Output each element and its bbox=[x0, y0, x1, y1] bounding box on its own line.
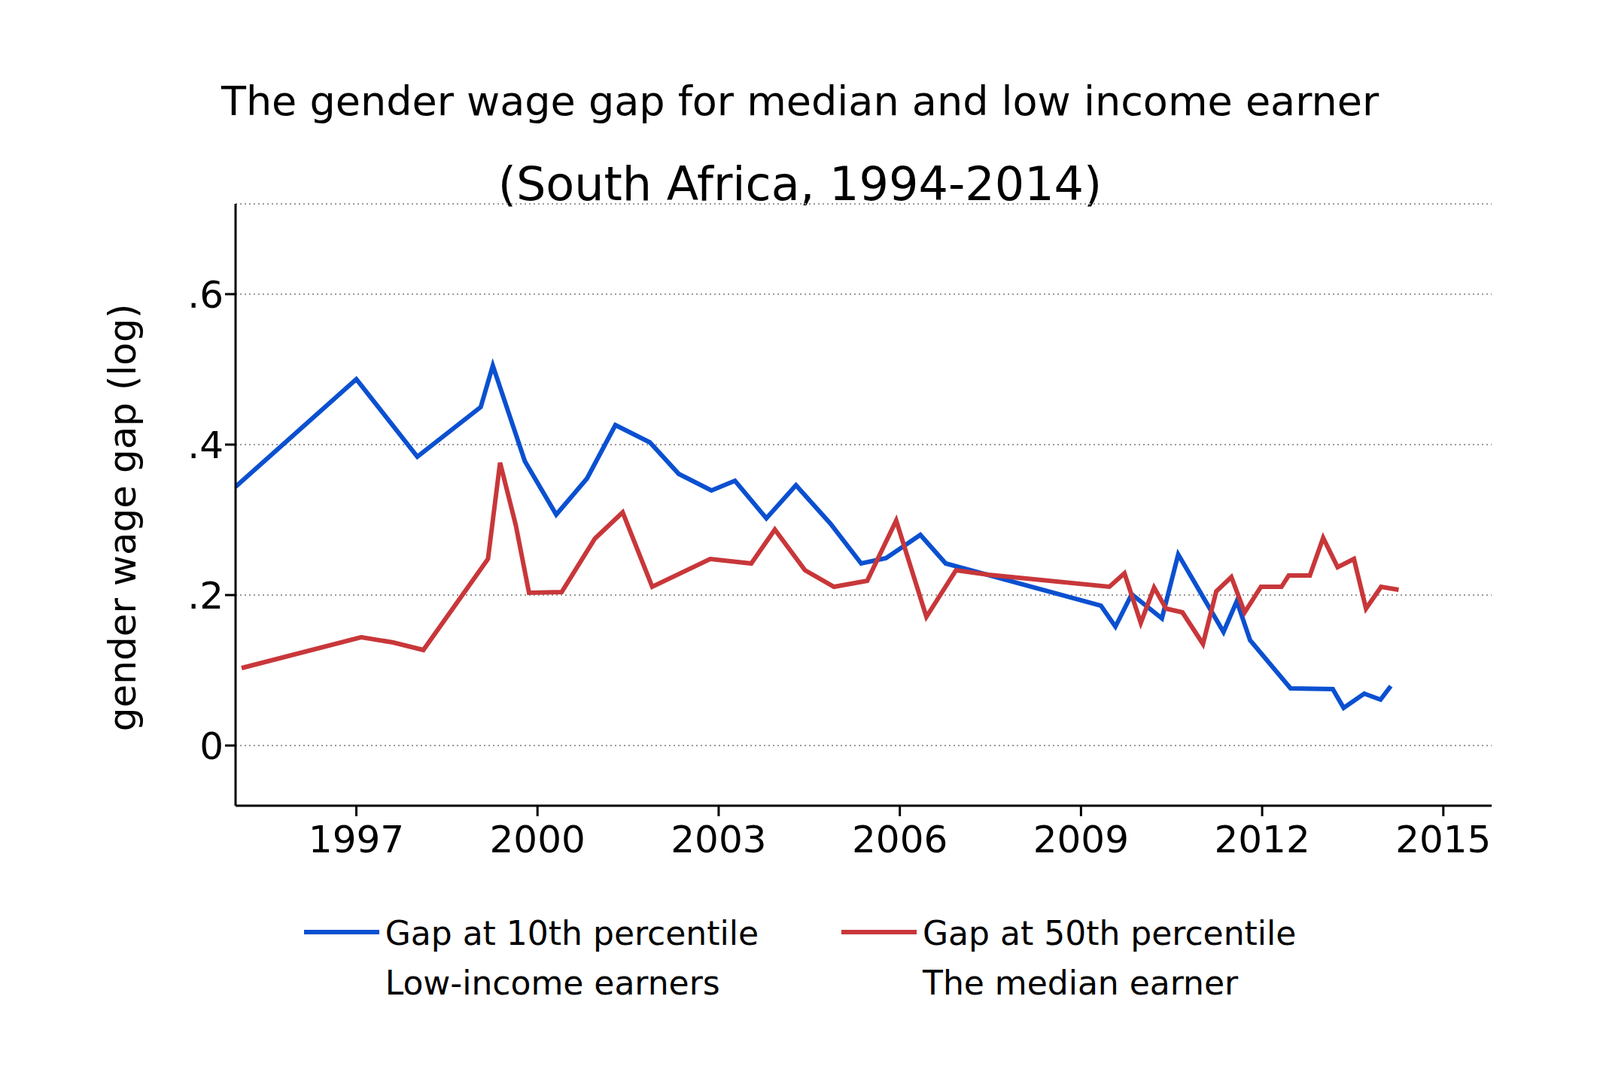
html-text:Gap at 50th percentile: Gap at 50th percentile bbox=[922, 914, 1297, 953]
svg-text:.4: .4 bbox=[187, 423, 224, 468]
svg-text:2009: 2009 bbox=[1033, 818, 1129, 862]
svg-text:.6: .6 bbox=[187, 273, 224, 317]
svg-text:.2: .2 bbox=[187, 574, 224, 618]
svg-text:2015: 2015 bbox=[1395, 818, 1491, 862]
svg-text:0: 0 bbox=[199, 724, 224, 769]
html-text:gender wage gap (log): gender wage gap (log) bbox=[100, 303, 145, 732]
svg-text:2000: 2000 bbox=[489, 818, 586, 862]
svg-text:2003: 2003 bbox=[670, 818, 767, 862]
html-text:The median earner: The median earner bbox=[922, 964, 1239, 1003]
html-text:(South Africa, 1994-2014): (South Africa, 1994-2014) bbox=[498, 156, 1102, 212]
svg-text:2006: 2006 bbox=[851, 818, 948, 862]
html-text:The gender wage gap for median: The gender wage gap for median and low i… bbox=[221, 77, 1379, 125]
svg-text:2012: 2012 bbox=[1213, 818, 1310, 862]
svg-text:1997: 1997 bbox=[308, 818, 405, 862]
html-text:Low-income earners: Low-income earners bbox=[385, 964, 720, 1003]
html-text:Gap at 10th percentile: Gap at 10th percentile bbox=[385, 914, 759, 953]
